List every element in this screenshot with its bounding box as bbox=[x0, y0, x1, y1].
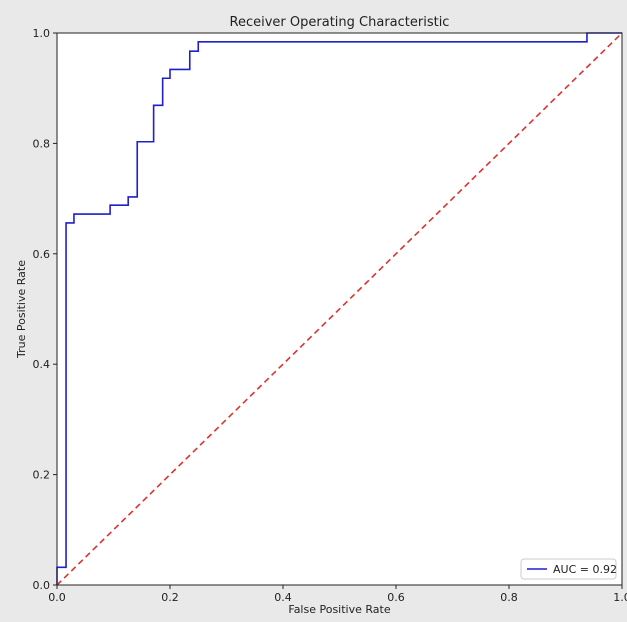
chart-title: Receiver Operating Characteristic bbox=[230, 15, 450, 30]
y-tick-label: 0.8 bbox=[33, 137, 51, 150]
plot-frame bbox=[56, 32, 623, 586]
x-tick-label: 0.6 bbox=[387, 591, 405, 604]
y-tick-label: 0.6 bbox=[33, 248, 51, 261]
y-tick-label: 0.0 bbox=[33, 579, 51, 592]
y-axis-label: True Positive Rate bbox=[15, 260, 28, 359]
x-tick-label: 0.2 bbox=[161, 591, 179, 604]
legend-box bbox=[520, 558, 617, 580]
legend-label: AUC = 0.92 bbox=[553, 563, 617, 576]
y-axis: 0.0 0.2 0.4 0.6 0.8 1.0 bbox=[33, 27, 57, 592]
x-axis-label: False Positive Rate bbox=[288, 603, 390, 616]
y-tick-label: 0.4 bbox=[33, 358, 51, 371]
y-tick-label: 0.2 bbox=[33, 469, 51, 482]
x-tick-label: 1.0 bbox=[613, 591, 627, 604]
x-tick-label: 0.0 bbox=[48, 591, 66, 604]
x-tick-label: 0.8 bbox=[500, 591, 518, 604]
series-layer bbox=[56, 32, 623, 586]
y-tick-label: 1.0 bbox=[33, 27, 51, 40]
x-tick-label: 0.4 bbox=[274, 591, 292, 604]
x-axis: 0.0 0.2 0.4 0.6 0.8 1.0 bbox=[48, 585, 627, 604]
reference-diagonal-line bbox=[56, 32, 623, 586]
legend: AUC = 0.92 bbox=[520, 558, 617, 580]
roc-curve-line bbox=[56, 32, 622, 585]
